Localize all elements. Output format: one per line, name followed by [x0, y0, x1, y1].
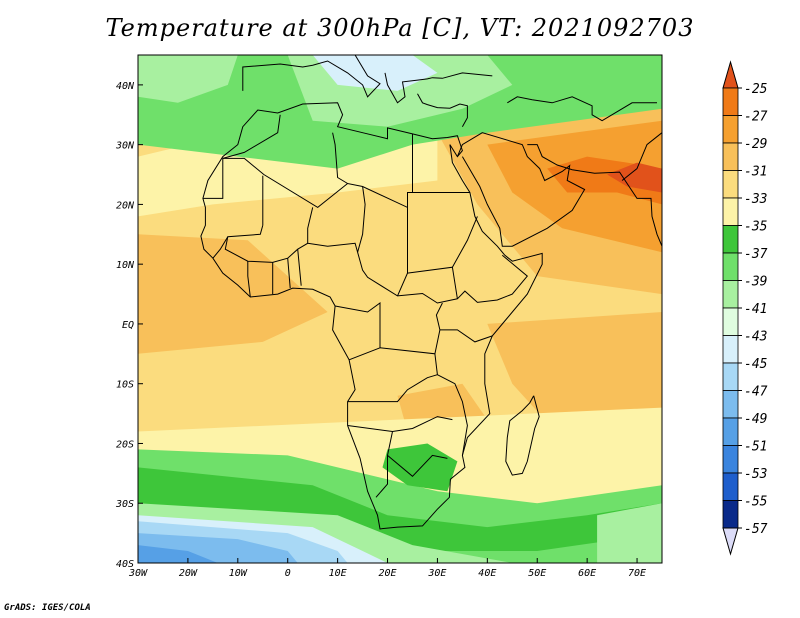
colorbar-label: -33 — [744, 192, 767, 207]
lat-tick-label: 30S — [115, 499, 134, 510]
border-line — [451, 216, 478, 268]
lon-tick-label: 50E — [528, 568, 546, 579]
colorbar-label: -27 — [744, 110, 768, 125]
lon-tick-label: 30W — [128, 568, 148, 579]
band-s-africa-green — [382, 443, 458, 492]
map-title: Temperature at 300hPa [C], VT: 202109270… — [105, 14, 695, 42]
map-frame — [137, 54, 663, 564]
colorbar-label: -31 — [744, 165, 767, 180]
border-line — [222, 114, 281, 159]
lon-tick-label: 0 — [285, 568, 291, 579]
lat-tick-label: 20N — [116, 200, 135, 211]
lat-tick-label: EQ — [122, 320, 134, 331]
colorbar-swatch — [722, 142, 739, 171]
border-line — [434, 353, 468, 456]
border-line — [507, 96, 657, 122]
border-line — [212, 236, 229, 259]
colorbar-label: -41 — [744, 302, 767, 317]
africa-coastline — [200, 102, 543, 530]
border-line — [387, 454, 448, 477]
border-line — [456, 132, 586, 247]
band-south-dblue — [138, 545, 218, 563]
lon-tick-label: 10E — [329, 568, 347, 579]
colorbar-swatch — [722, 252, 739, 281]
lon-tick-label: 20E — [378, 568, 396, 579]
colorbar-label: -25 — [744, 82, 768, 97]
lat-tick-label: 40S — [116, 559, 134, 570]
colorbar-label: -43 — [744, 330, 767, 345]
colorbar-swatch — [722, 417, 739, 446]
band-nw-lgreen — [138, 55, 238, 103]
colorbar-label: -37 — [744, 247, 768, 262]
colorbar-swatch — [722, 87, 739, 116]
colorbar-swatch — [722, 472, 739, 501]
border-line — [357, 186, 366, 253]
colorbar: -25 -27 -29 -31 -33 -35 -37 -39 -41 -43 -45 -47 -49 -… — [722, 60, 768, 556]
colorbar-bottom-arrow — [722, 527, 739, 556]
lat-tick-label: 10N — [116, 260, 135, 271]
credit-label: GrADS: IGES/COLA — [4, 603, 91, 613]
colorbar-label: -55 — [744, 495, 768, 510]
border-line — [297, 249, 302, 286]
colorbar-label: -47 — [744, 385, 768, 400]
border-line — [347, 374, 438, 403]
colorbar-label: -49 — [744, 412, 767, 427]
lat-tick-label: 10S — [116, 380, 134, 391]
lon-tick-label: 60E — [578, 568, 596, 579]
border-line — [375, 431, 393, 498]
border-line — [224, 225, 529, 304]
colorbar-swatch — [722, 225, 739, 254]
lon-tick-label: 40E — [478, 568, 496, 579]
temperature-field — [138, 55, 662, 563]
colorbar-swatch — [722, 197, 739, 226]
colorbar-swatch — [722, 335, 739, 364]
border-line — [439, 329, 493, 343]
colorbar-label: -29 — [744, 137, 767, 152]
border-line — [527, 144, 662, 247]
border-line — [242, 55, 381, 98]
colorbar-swatch — [722, 170, 739, 199]
border-line — [202, 157, 470, 209]
band-asia-red — [607, 162, 662, 193]
border-line — [505, 395, 540, 476]
lon-tick-label: 70E — [628, 568, 646, 579]
colorbar-swatch — [722, 115, 739, 144]
border-line — [332, 132, 348, 184]
border-line — [384, 72, 493, 104]
lon-tick-label: 10W — [229, 568, 248, 579]
border-line — [335, 302, 381, 361]
colorbar-label: -51 — [744, 440, 767, 455]
colorbar-swatch — [722, 307, 739, 336]
colorbar-swatch — [722, 362, 739, 391]
band-ocean-orange — [138, 234, 328, 354]
lon-tick-label: 20W — [179, 568, 198, 579]
colorbar-swatch — [722, 445, 739, 474]
colorbar-swatch — [722, 390, 739, 419]
border-line — [407, 266, 458, 299]
country-borders — [200, 55, 662, 530]
lat-tick-label: 30N — [115, 141, 135, 152]
colorbar-swatch — [722, 500, 739, 529]
border-line — [417, 93, 468, 127]
border-line — [307, 207, 314, 244]
colorbar-label: -35 — [744, 220, 768, 235]
colorbar-label: -53 — [744, 467, 767, 482]
colorbar-label: -39 — [744, 275, 767, 290]
border-line — [247, 261, 251, 298]
colorbar-label: -45 — [744, 357, 768, 372]
colorbar-top-arrow — [722, 60, 739, 89]
colorbar-label: -57 — [744, 522, 768, 537]
border-line — [621, 132, 662, 181]
lat-tick-label: 20S — [116, 439, 134, 450]
latitude-ticks: 40N 30N 20N 10N EQ 10S 20S 30S 40S — [115, 81, 143, 570]
longitude-ticks: 30W 20W 10W 0 10E 20E 30E 40E 50E 60E 70E — [128, 558, 646, 579]
border-line — [347, 416, 453, 433]
lon-tick-label: 30E — [427, 568, 446, 579]
band-east-lgreen — [597, 503, 662, 563]
lat-tick-label: 40N — [116, 81, 135, 92]
border-line — [287, 258, 291, 289]
colorbar-swatch — [722, 280, 739, 309]
